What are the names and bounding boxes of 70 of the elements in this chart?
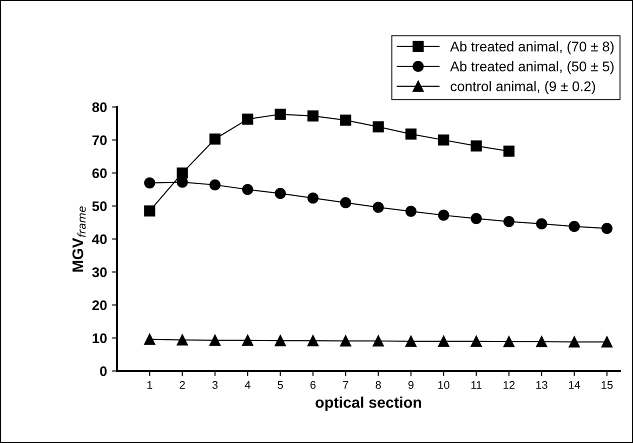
point [144, 205, 156, 217]
point [438, 210, 450, 221]
x-tick-label: 14 [568, 381, 580, 389]
point [503, 216, 515, 228]
x-tick-label: 13 [536, 381, 548, 389]
point [503, 336, 515, 348]
point [372, 121, 384, 132]
point [274, 188, 286, 200]
point [470, 336, 482, 347]
point [372, 335, 384, 347]
point [438, 336, 450, 347]
point [307, 192, 319, 204]
y-tick-label: 70 [92, 135, 107, 146]
point [470, 140, 482, 152]
x-tick-label: 11 [471, 381, 482, 389]
point [340, 335, 352, 347]
x-axis-title: optical section [316, 396, 422, 411]
y-tick-label: 10 [92, 333, 107, 344]
y-tick-label: 80 [92, 102, 107, 112]
x-tick-label: 4 [244, 381, 250, 389]
point [568, 220, 580, 232]
point [536, 336, 548, 348]
point [307, 335, 319, 346]
point [568, 336, 580, 348]
point [176, 334, 188, 346]
point [405, 336, 417, 347]
y-axis-title: MGV$_{frame}$ [72, 206, 86, 272]
point [209, 334, 221, 346]
y-tick-label: 50 [92, 201, 107, 212]
x-tick-label: 10 [438, 381, 450, 389]
point [307, 110, 319, 122]
y-tick-label: 60 [92, 168, 107, 178]
point [209, 179, 221, 190]
x-tick-label: 3 [212, 381, 218, 389]
legend-label: Ab treated animal, (70 ± 8) [450, 41, 614, 54]
y-tick-label: 40 [92, 234, 107, 244]
x-tick-label: 7 [343, 381, 348, 389]
point [438, 134, 450, 146]
point [176, 167, 188, 179]
legend-label: control animal, (9 ± 0.2) [450, 81, 596, 94]
point [372, 202, 384, 213]
x-tick-label: 2 [180, 381, 185, 389]
y-tick-label: 30 [92, 267, 107, 278]
point [503, 146, 515, 157]
point [242, 334, 254, 346]
x-tick-label: 12 [504, 381, 515, 389]
y-tick-label: 0 [100, 366, 107, 376]
point [274, 335, 286, 346]
point [274, 108, 286, 120]
x-tick-label: 1 [147, 381, 152, 389]
legend-label: Ab treated animal, (50 ± 5) [450, 61, 614, 74]
y-tick-label: 20 [92, 300, 107, 310]
x-tick-label: 5 [278, 381, 283, 389]
point [340, 114, 352, 126]
point [144, 177, 156, 188]
x-tick-label: 15 [602, 381, 613, 389]
point [536, 218, 548, 230]
point [601, 336, 612, 348]
x-tick-label: 6 [310, 381, 316, 389]
point [209, 133, 221, 145]
point [242, 114, 254, 125]
x-tick-label: 8 [376, 381, 381, 389]
point [340, 197, 352, 208]
point [405, 206, 417, 217]
x-tick-label: 9 [408, 381, 414, 389]
point [470, 212, 482, 224]
point [601, 222, 612, 234]
point [242, 184, 254, 196]
point [144, 334, 156, 345]
point [405, 128, 417, 140]
